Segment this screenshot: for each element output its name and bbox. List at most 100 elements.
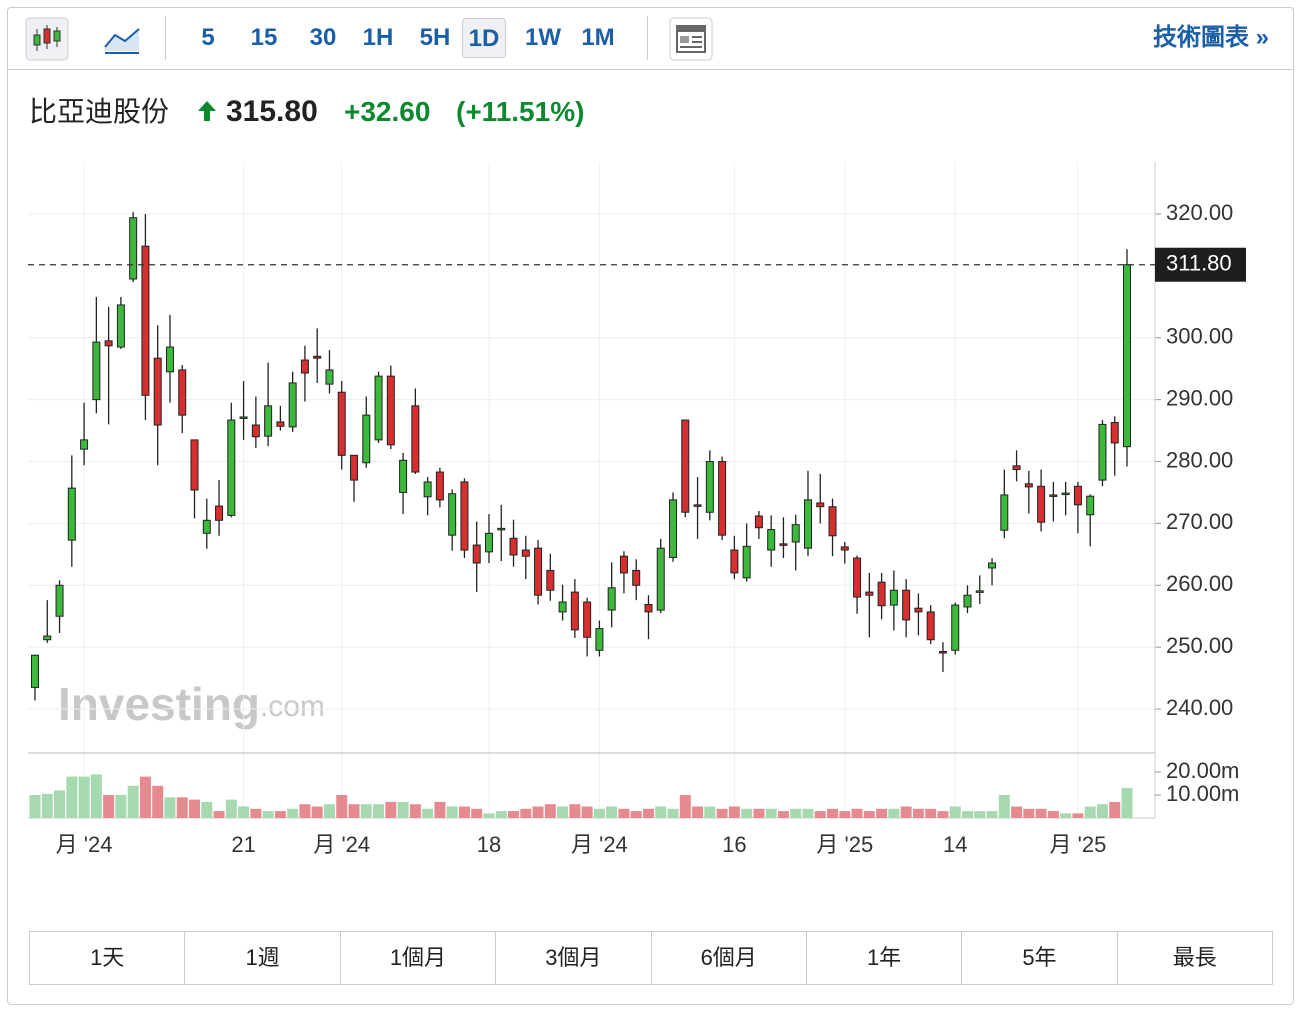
range-button[interactable]: 1天 [30, 932, 186, 984]
stock-name: 比亞迪股份 [29, 96, 170, 127]
volume-bar [790, 808, 802, 818]
candle-body [619, 555, 628, 574]
volume-bar [409, 804, 421, 818]
volume-bar [986, 811, 998, 818]
candle-body [1098, 423, 1107, 481]
y-tick-label: 250.00 [1166, 633, 1233, 658]
candle-body [276, 421, 285, 427]
interval-button[interactable]: 15 [250, 24, 278, 51]
volume-bar [1109, 801, 1121, 818]
candle-body [656, 547, 665, 611]
y-tick-label: 300.00 [1166, 324, 1233, 349]
volume-bar [557, 806, 569, 818]
candle-body [1061, 492, 1070, 496]
candle-body [1037, 485, 1046, 523]
interval-button[interactable]: 30 [309, 24, 337, 51]
range-button[interactable]: 3個月 [496, 932, 652, 984]
candle-body [963, 594, 972, 608]
candle-body [914, 607, 923, 613]
volume-bar [262, 811, 274, 818]
volume-bar [974, 811, 986, 818]
candle-body [607, 587, 616, 611]
candle-body [116, 304, 125, 348]
news-icon[interactable] [669, 17, 713, 61]
interval-button[interactable]: 5H [419, 24, 451, 51]
toolbar: 5 15 30 1H 5H 1D 1W 1M 技術圖表 » [8, 8, 1293, 70]
watermark: Investing.com [58, 678, 325, 730]
candle-body [595, 628, 604, 651]
candle-body [889, 589, 898, 606]
candle-body [583, 601, 592, 638]
y-tick-label: 320.00 [1166, 200, 1233, 225]
x-tick-label: 14 [943, 832, 967, 857]
candle-body [153, 357, 162, 426]
volume-bar [287, 808, 299, 818]
candle-body [423, 481, 432, 498]
volume-bar [250, 808, 262, 818]
volume-bar [189, 799, 201, 818]
volume-bar [508, 811, 520, 818]
volume-bar [238, 806, 250, 818]
interval-button[interactable]: 1W [525, 24, 561, 51]
volume-bar [274, 811, 286, 818]
candle-body [926, 611, 935, 641]
candle-body [227, 419, 236, 516]
candle-body [570, 591, 579, 631]
candle-body [350, 454, 359, 481]
volume-bar [606, 806, 618, 818]
volume-bar [655, 806, 667, 818]
x-tick-label: 月 '25 [1050, 832, 1107, 857]
interval-button[interactable]: 1D [462, 18, 506, 58]
volume-bar [213, 811, 225, 818]
volume-bar [961, 811, 973, 818]
volume-bar [103, 795, 115, 818]
volume-bar [164, 797, 176, 818]
technical-chart-link[interactable]: 技術圖表 » [1152, 24, 1269, 51]
x-tick-label: 18 [477, 832, 501, 857]
volume-bar [66, 776, 78, 818]
range-button[interactable]: 6個月 [652, 932, 807, 984]
volume-bar [998, 795, 1010, 818]
volume-bar [311, 806, 323, 818]
volume-bar [777, 811, 789, 818]
change-percent: (+11.51%) [456, 96, 585, 127]
volume-bar [1072, 813, 1084, 818]
last-price-box [1155, 247, 1246, 282]
range-button[interactable]: 1週 [185, 932, 341, 984]
volume-bar [115, 795, 127, 818]
interval-button[interactable]: 1H [362, 24, 394, 51]
volume-bar [593, 808, 605, 818]
candle-body [31, 654, 39, 688]
candle-body [975, 590, 984, 593]
volume-bar [201, 801, 213, 818]
range-button[interactable]: 1個月 [341, 932, 497, 984]
candle-body [1012, 465, 1021, 471]
volume-bar [728, 806, 740, 818]
candle-body [1073, 485, 1082, 506]
range-button[interactable]: 5年 [962, 932, 1118, 984]
separator [647, 16, 648, 60]
volume-bar [716, 808, 728, 818]
range-button[interactable]: 最長 [1172, 945, 1217, 970]
interval-button[interactable]: 1M [581, 24, 615, 51]
line-chart-icon[interactable] [103, 23, 143, 55]
interval-button[interactable]: 5 [201, 24, 215, 51]
candle-body [754, 515, 763, 529]
candle-body [399, 459, 408, 493]
volume-bar [876, 808, 888, 818]
separator [165, 16, 166, 60]
volume-bar [54, 790, 66, 818]
volume-bar [41, 793, 53, 818]
candle-body [853, 557, 862, 598]
volume-bar [29, 795, 41, 818]
up-arrow [198, 101, 216, 121]
volume-bar [912, 808, 924, 818]
volume-bar [692, 806, 704, 818]
candle-body [497, 527, 506, 531]
candle-body [165, 346, 174, 373]
candle-chart-icon[interactable] [25, 17, 69, 61]
volume-bar [827, 808, 839, 818]
range-button[interactable]: 1年 [807, 932, 963, 984]
x-tick-label: 月 '24 [313, 832, 370, 857]
